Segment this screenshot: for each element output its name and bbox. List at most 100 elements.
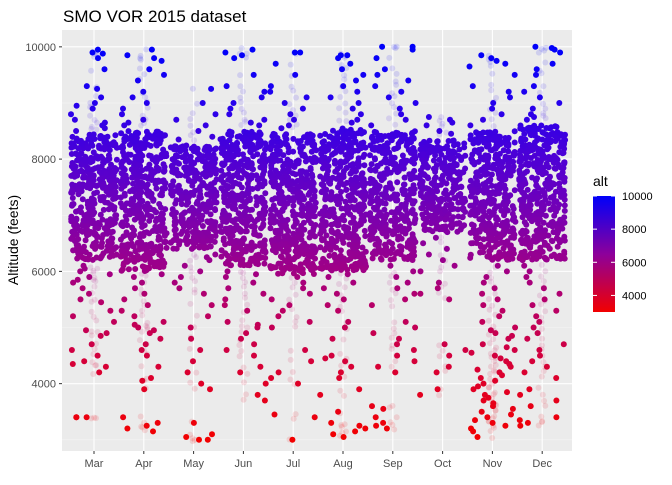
data-point (446, 150, 452, 157)
data-point (118, 307, 125, 314)
data-point (290, 202, 297, 209)
data-point (548, 253, 555, 260)
data-point-faint (238, 323, 245, 330)
data-point (302, 347, 309, 353)
data-point (389, 245, 396, 252)
data-point-faint (88, 104, 95, 111)
data-point-faint (191, 251, 198, 258)
data-point (161, 239, 168, 245)
data-point (521, 262, 528, 269)
data-point (430, 157, 437, 164)
data-point (280, 163, 287, 170)
data-point (267, 146, 274, 153)
data-point (541, 241, 548, 248)
data-point (106, 155, 113, 162)
data-point-faint (386, 279, 393, 286)
data-point (340, 83, 347, 90)
data-point (469, 187, 476, 194)
data-point (372, 83, 379, 90)
data-point-faint (288, 83, 295, 90)
data-point (317, 132, 324, 139)
data-point (276, 200, 283, 206)
data-point (319, 139, 326, 146)
data-point (207, 243, 214, 250)
data-point (302, 176, 309, 183)
data-point (85, 136, 92, 142)
data-point (541, 192, 548, 199)
data-point (374, 71, 381, 78)
data-point-faint (438, 284, 445, 290)
data-point (78, 137, 84, 144)
data-point (398, 88, 405, 95)
data-point (335, 135, 342, 142)
data-point (491, 285, 498, 292)
data-point-faint (488, 87, 495, 94)
data-point (290, 197, 297, 204)
data-point (420, 200, 427, 207)
data-point (144, 200, 151, 207)
data-point (395, 216, 401, 223)
x-tick-label: Dec (532, 458, 552, 470)
data-point (135, 214, 142, 221)
data-point (372, 414, 379, 421)
data-point-faint (542, 115, 549, 122)
data-point-faint (539, 391, 546, 398)
data-point-faint (393, 81, 400, 88)
data-point (432, 212, 439, 219)
data-point (257, 363, 264, 370)
data-point (107, 307, 114, 314)
data-point (533, 66, 540, 73)
data-point (331, 160, 338, 167)
data-point (220, 216, 227, 223)
data-point (260, 239, 267, 246)
data-point-faint (341, 284, 348, 291)
data-point (256, 129, 263, 136)
data-point (111, 181, 118, 188)
data-point (252, 243, 259, 250)
data-point-faint (492, 407, 499, 414)
data-point (433, 162, 440, 169)
data-point (361, 162, 368, 169)
points-layer (68, 43, 569, 445)
data-point (438, 176, 445, 183)
data-point-faint (191, 286, 198, 293)
data-point (328, 207, 335, 214)
data-point (371, 248, 378, 255)
data-point-faint (538, 45, 545, 52)
legend-colorbar (593, 196, 615, 312)
data-point-faint (492, 377, 499, 384)
data-point (89, 105, 96, 112)
data-point (259, 210, 265, 217)
data-point-faint (87, 264, 94, 271)
data-point (530, 146, 537, 153)
data-point (96, 176, 103, 183)
data-point (81, 157, 88, 164)
data-point (339, 66, 345, 73)
data-point-faint (189, 85, 196, 92)
data-point (143, 352, 150, 359)
data-point (488, 55, 495, 62)
data-point (98, 235, 105, 242)
data-point (186, 207, 193, 214)
data-point (196, 244, 203, 251)
data-point (438, 151, 445, 158)
data-point (356, 422, 363, 429)
data-point (536, 318, 543, 325)
data-point (352, 428, 359, 435)
data-point-faint (142, 322, 149, 329)
data-point-faint (88, 308, 95, 315)
data-point-faint (393, 414, 400, 421)
data-point (243, 228, 250, 235)
data-point-faint (92, 85, 99, 92)
data-point (178, 201, 185, 208)
series-Nov (466, 52, 519, 441)
data-point (199, 100, 206, 106)
data-point (336, 375, 343, 381)
data-point (467, 211, 474, 218)
data-point (518, 163, 525, 170)
data-point (312, 199, 319, 206)
data-point (516, 417, 523, 424)
data-point-faint (485, 331, 492, 338)
data-point (479, 206, 485, 213)
data-point (162, 206, 169, 213)
